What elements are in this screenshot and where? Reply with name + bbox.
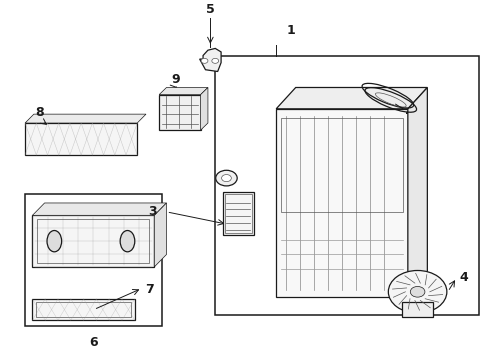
Bar (32, 215, 154, 267)
Circle shape (221, 175, 231, 182)
Text: 7: 7 (145, 283, 154, 296)
Bar (25, 123, 137, 155)
Text: 2: 2 (405, 104, 413, 117)
Bar (215, 55, 478, 315)
Text: 4: 4 (458, 271, 467, 284)
Text: 8: 8 (35, 106, 44, 119)
Bar (222, 192, 254, 235)
Circle shape (215, 170, 237, 186)
Polygon shape (154, 203, 166, 267)
Bar (276, 109, 407, 297)
Polygon shape (200, 87, 207, 130)
Ellipse shape (120, 230, 135, 252)
Bar (36, 302, 131, 318)
Bar (37, 219, 149, 264)
Text: 3: 3 (148, 205, 157, 219)
Bar (224, 194, 251, 233)
Bar (32, 299, 135, 320)
Bar (159, 95, 200, 130)
Circle shape (409, 287, 424, 297)
Polygon shape (407, 87, 427, 297)
Polygon shape (159, 87, 207, 95)
Polygon shape (25, 114, 146, 123)
Text: 6: 6 (89, 336, 98, 349)
Polygon shape (199, 48, 221, 72)
Circle shape (387, 270, 446, 313)
Ellipse shape (47, 230, 61, 252)
Bar (401, 302, 432, 317)
Text: 1: 1 (286, 24, 295, 37)
Polygon shape (32, 203, 166, 215)
Circle shape (211, 58, 218, 63)
Text: 5: 5 (205, 4, 214, 17)
Text: 9: 9 (171, 73, 179, 86)
Circle shape (201, 58, 207, 63)
Polygon shape (276, 87, 427, 109)
Bar (25, 194, 161, 325)
Bar (281, 118, 402, 212)
